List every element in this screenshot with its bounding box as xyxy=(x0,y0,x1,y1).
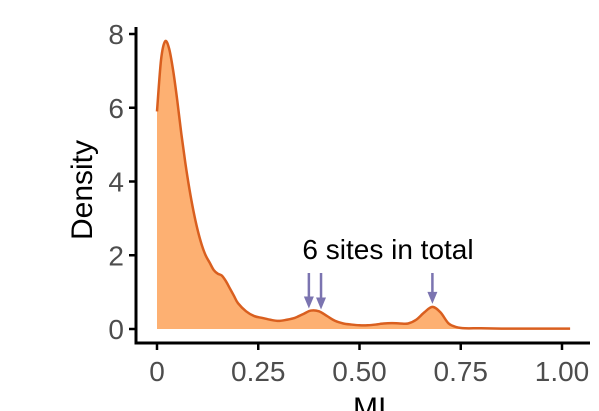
x-axis-title: MI xyxy=(353,392,386,411)
y-axis-title: Density xyxy=(66,140,99,240)
x-tick-label: 0 xyxy=(149,356,165,387)
axes xyxy=(134,27,590,345)
x-tick-label: 1.00 xyxy=(535,356,590,387)
y-tick-label: 8 xyxy=(108,19,124,50)
annotation-label: 6 sites in total xyxy=(302,234,473,265)
plot-area xyxy=(155,39,571,330)
annotation-arrow-head xyxy=(427,291,438,304)
x-tick-label: 0.25 xyxy=(231,356,286,387)
x-axis-ticks: 0 0.25 0.50 0.75 1.00 xyxy=(149,343,589,387)
annotation-group: 6 sites in total xyxy=(302,234,474,310)
y-tick-label: 4 xyxy=(108,167,124,198)
y-tick-label: 2 xyxy=(108,240,124,271)
density-area-fill xyxy=(157,40,571,329)
x-tick-label: 0.75 xyxy=(434,356,489,387)
annotation-arrow-head xyxy=(316,297,327,310)
density-line xyxy=(155,39,571,330)
y-axis-ticks: 0 2 4 6 8 xyxy=(108,19,136,345)
y-tick-label: 0 xyxy=(108,314,124,345)
y-tick-label: 6 xyxy=(108,93,124,124)
x-tick-label: 0.50 xyxy=(332,356,387,387)
annotation-arrow-head xyxy=(303,296,314,309)
